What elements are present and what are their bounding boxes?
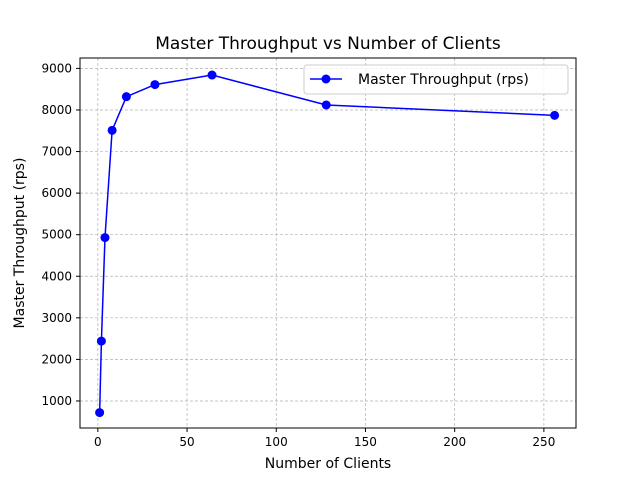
x-tick-label-2: 100	[265, 435, 288, 449]
series-line-0	[98, 74, 555, 413]
axes-frame	[79, 57, 577, 429]
y-tick-label-2: 3000	[41, 311, 72, 325]
data-point-0-2	[100, 233, 110, 243]
plot-area	[95, 70, 560, 418]
x-tick-label-4: 200	[443, 435, 466, 449]
legend: Master Throughput (rps)	[303, 64, 569, 95]
data-point-0-5	[150, 80, 160, 90]
data-point-0-4	[121, 92, 131, 102]
y-tick-label-0: 1000	[41, 394, 72, 408]
y-tick-label-5: 6000	[41, 186, 72, 200]
x-tick-label-0: 0	[94, 435, 102, 449]
ticks: 0 50 100 150 200 250 1000 2000 3000 4000 5000 6000 7…	[41, 61, 555, 449]
y-tick-label-3: 4000	[41, 269, 72, 283]
data-point-0-7	[321, 100, 331, 110]
y-tick-label-7: 8000	[41, 103, 72, 117]
x-tick-label-1: 50	[179, 435, 194, 449]
legend-label: Master Throughput (rps)	[358, 72, 529, 88]
y-tick-label-8: 9000	[41, 61, 72, 75]
y-tick-label-6: 7000	[41, 145, 72, 159]
data-point-0-6	[207, 70, 217, 80]
data-point-0-3	[107, 125, 117, 135]
data-point-0-1	[96, 336, 106, 346]
y-tick-label-1: 2000	[41, 352, 72, 366]
y-tick-label-4: 5000	[41, 228, 72, 242]
x-tick-label-3: 150	[354, 435, 377, 449]
y-axis-label: Master Throughput (rps)	[12, 158, 28, 329]
legend-marker	[321, 74, 331, 84]
chart-title: Master Throughput vs Number of Clients	[155, 34, 501, 54]
data-point-0-0	[95, 408, 105, 418]
data-point-0-8	[550, 110, 560, 120]
x-axis-label: Number of Clients	[265, 456, 391, 472]
x-tick-label-5: 250	[532, 435, 555, 449]
legend-box	[303, 64, 569, 95]
